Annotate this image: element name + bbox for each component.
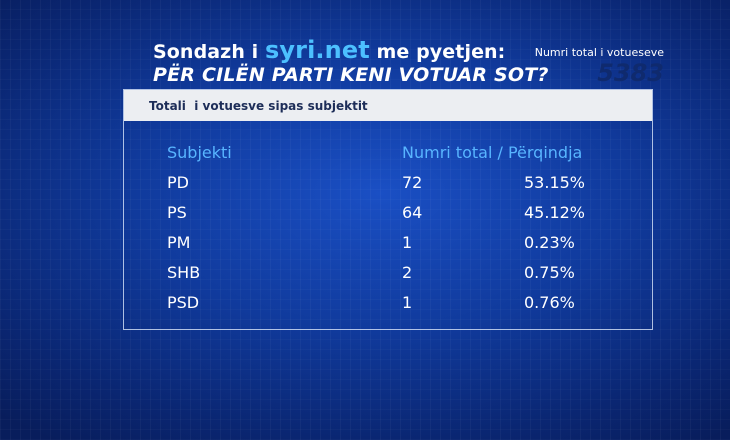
vote-count: 1 [402,233,413,252]
total-voters-label: Numri total i votueseve [534,46,664,59]
vote-percent: 0.75% [524,263,575,282]
vote-count: 64 [402,203,423,222]
brand-logo: syri.net [265,36,370,64]
party-name: PSD [167,293,200,312]
vote-percent: 0.23% [524,233,575,252]
poll-title: Sondazh i syri.net me pyetjen: PËR CILËN… [153,36,549,86]
table-row: PM 1 0.23% [124,233,652,257]
vote-count: 2 [402,263,413,282]
poll-title-line1: Sondazh i syri.net me pyetjen: [153,36,549,64]
party-name: PM [167,233,191,252]
party-name: SHB [167,263,201,282]
total-voters: Numri total i votueseve 5383 [524,46,664,87]
vote-count: 1 [402,293,413,312]
party-name: PS [167,203,187,222]
table-row: PS 64 45.12% [124,203,652,227]
vote-percent: 53.15% [524,173,586,192]
results-panel-header: Totali i votuesve sipas subjektit [124,90,652,121]
title-suffix: me pyetjen: [376,41,506,63]
table-row: PSD 1 0.76% [124,293,652,317]
vote-percent: 45.12% [524,203,586,222]
table-row: PD 72 53.15% [124,173,652,197]
column-header-subject: Subjekti [167,143,232,162]
results-panel: Totali i votuesve sipas subjektit Subjek… [123,89,653,330]
party-name: PD [167,173,189,192]
column-header-total-percent: Numri total / Përqindja [402,143,583,162]
title-prefix: Sondazh i [153,41,259,63]
table-row: SHB 2 0.75% [124,263,652,287]
total-voters-value: 5383 [597,59,664,87]
vote-count: 72 [402,173,423,192]
vote-percent: 0.76% [524,293,575,312]
poll-question: PËR CILËN PARTI KENI VOTUAR SOT? [153,64,549,86]
